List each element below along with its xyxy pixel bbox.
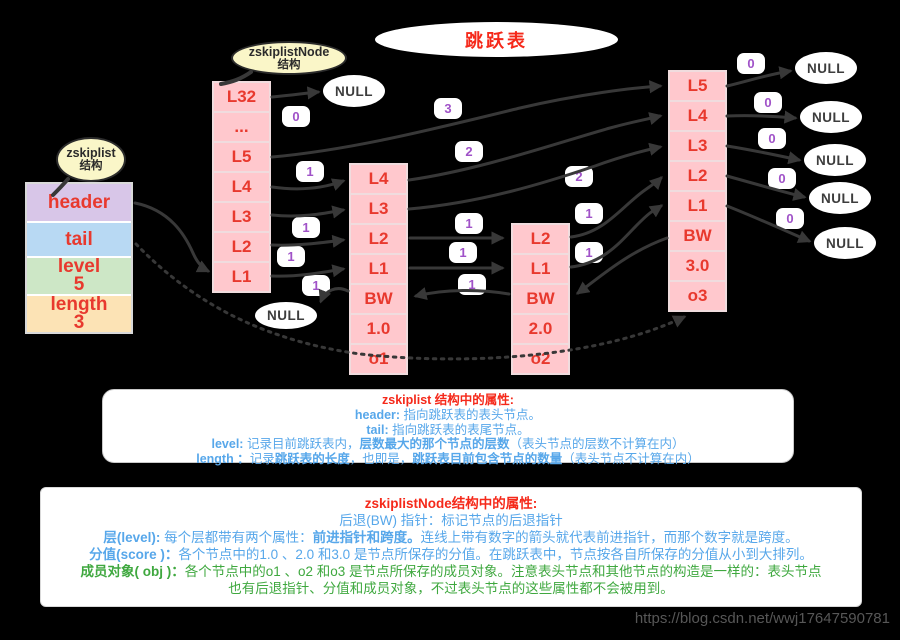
zskiplist-length-cell: length 3 — [27, 294, 131, 333]
node-o1-cell-l3: L3 — [351, 195, 406, 223]
header-node-cell-l5: L5 — [214, 143, 269, 171]
arrow-o1-l4-to-o3-l4 — [407, 112, 663, 182]
span-badge: 0 — [282, 106, 310, 127]
callout-zskiplistnode: zskiplistNode 结构 — [231, 41, 347, 75]
diagram-title: 跳跃表 — [375, 22, 618, 57]
header-node-cell-l2: L2 — [214, 233, 269, 261]
node-o1-cell-l2: L2 — [351, 225, 406, 253]
arrow-header-l3-to-o1-l3 — [270, 205, 346, 219]
zskiplist-level-cell: level 5 — [27, 256, 131, 295]
zskiplist-tail-label: tail — [65, 228, 93, 250]
watermark-url: https://blog.csdn.net/wwj17647590781 — [634, 610, 890, 627]
info-box1-length-line: length ：记录跳跃表的长度，也即是，跳跃表目前包含节点的数量（表头节点不计… — [196, 452, 700, 467]
info-box1-title: zskiplist 结构中的属性: — [382, 393, 514, 407]
zskiplist-attributes-box: zskiplist 结构中的属性: header: 指向跳跃表的表头节点。 ta… — [102, 389, 794, 466]
zskiplist-level-label: level — [57, 256, 101, 277]
null-ellipse-top: NULL — [323, 75, 385, 107]
arrow-header-pointer-to-header-node — [133, 201, 211, 273]
span-badge: 3 — [434, 98, 462, 119]
node-o2-cell-l1: L1 — [513, 255, 568, 283]
node-o1-cell-bw: BW — [351, 285, 406, 313]
null-ellipse-right-5: NULL — [814, 227, 876, 259]
node-o2-cell-l2: L2 — [513, 225, 568, 253]
node-o3-column: L5 L4 L3 L2 L1 BW 3.0 o3 — [668, 70, 727, 312]
span-badge: 1 — [455, 213, 483, 234]
node-o3-cell-obj: o3 — [670, 282, 725, 310]
null-ellipse-right-1: NULL — [795, 52, 857, 84]
span-badge: 0 — [758, 128, 786, 149]
node-o2-cell-bw: BW — [513, 285, 568, 313]
info-box2-level-line: 层(level): 每个层都带有两个属性：前进指针和跨度。连线上带有数字的箭头就… — [103, 530, 799, 545]
span-badge: 0 — [737, 53, 765, 74]
span-badge: 1 — [302, 275, 330, 296]
node-o3-cell-l2: L2 — [670, 162, 725, 190]
node-o3-cell-l4: L4 — [670, 102, 725, 130]
node-o3-cell-l1: L1 — [670, 192, 725, 220]
node-o1-cell-obj: o1 — [351, 345, 406, 373]
span-badge: 2 — [455, 141, 483, 162]
callout-zskiplistnode-line1: zskiplistNode — [248, 44, 330, 59]
callout-zskiplist: zskiplist 结构 — [56, 137, 126, 182]
span-badge: 1 — [449, 242, 477, 263]
node-o1-cell-l4: L4 — [351, 165, 406, 193]
span-badge: 0 — [776, 208, 804, 229]
arrow-header-l2-to-o1-l2 — [270, 234, 346, 248]
info-box1-tail-line: tail: 指向跳跃表的表尾节点。 — [366, 422, 530, 437]
node-o3-cell-l5: L5 — [670, 72, 725, 100]
arrow-header-l4-to-o1-l4 — [270, 178, 346, 191]
span-badge: 2 — [565, 166, 593, 187]
null-ellipse-backward: NULL — [255, 302, 317, 329]
node-o3-cell-bw: BW — [670, 222, 725, 250]
span-badge: 1 — [575, 242, 603, 263]
span-badge: 1 — [575, 203, 603, 224]
info-box2-bw-line: 后退(BW) 指针：标记节点的后退指针 — [339, 513, 563, 528]
info-box2-obj-line-2: 也有后退指针、分值和成员对象，不过表头节点的这些属性都不会被用到。 — [228, 581, 674, 596]
span-badge: 1 — [296, 161, 324, 182]
span-badge: 0 — [754, 92, 782, 113]
zskiplist-header-label: header — [47, 191, 111, 213]
header-node-cell-l3: L3 — [214, 203, 269, 231]
node-o1-cell-l1: L1 — [351, 255, 406, 283]
span-badge: 0 — [768, 168, 796, 189]
node-o2-cell-obj: o2 — [513, 345, 568, 373]
null-ellipse-right-3: NULL — [804, 144, 866, 176]
zskiplist-level-value: 5 — [73, 274, 85, 295]
zskiplist-struct-table: header tail level 5 length 3 — [25, 182, 133, 334]
callout-zskiplist-line2: 结构 — [79, 160, 103, 172]
info-box2-title: zskiplistNode结构中的属性: — [364, 496, 538, 511]
info-box2-score-line: 分值(score )：各个节点中的1.0 、2.0 和3.0 是节点所保存的分值… — [89, 547, 813, 562]
header-node-cell-l1: L1 — [214, 263, 269, 291]
zskiplist-tail-cell: tail — [27, 223, 131, 256]
span-badge: 1 — [458, 274, 486, 295]
arrow-o3-l4-to-null — [725, 110, 798, 124]
null-ellipse-right-4: NULL — [809, 182, 871, 214]
info-box1-level-line: level: 记录目前跳跃表内，层数最大的那个节点的层数（表头节点的层数不计算在… — [211, 437, 685, 452]
node-o1-cell-score: 1.0 — [351, 315, 406, 343]
node-o2-cell-score: 2.0 — [513, 315, 568, 343]
info-box1-header-line: header: 指向跳跃表的表头节点。 — [354, 407, 542, 422]
callout-zskiplist-line1: zskiplist — [66, 146, 116, 160]
span-badge: 1 — [292, 217, 320, 238]
header-node-cell-l32: L32 — [214, 83, 269, 111]
arrow-o1-l3-to-o3-l3 — [407, 142, 663, 211]
span-badge: 1 — [277, 246, 305, 267]
zskiplistnode-attributes-box: zskiplistNode结构中的属性: 后退(BW) 指针：标记节点的后退指针… — [40, 487, 862, 607]
info-box2-obj-line: 成员对象( obj )：各个节点中的o1 、o2 和o3 是节点所保存的成员对象… — [80, 564, 822, 579]
header-node-cell-ellipsis: ... — [214, 113, 269, 141]
arrow-l32-to-null — [270, 86, 321, 100]
node-o3-cell-score: 3.0 — [670, 252, 725, 280]
zskiplist-header-cell: header — [27, 184, 131, 221]
header-node-column: L32 ... L5 L4 L3 L2 L1 — [212, 81, 271, 293]
header-node-cell-l4: L4 — [214, 173, 269, 201]
node-o3-cell-l3: L3 — [670, 132, 725, 160]
diagram-title-text: 跳跃表 — [465, 30, 528, 51]
node-o2-column: L2 L1 BW 2.0 o2 — [511, 223, 570, 375]
zskiplist-length-value: 3 — [73, 312, 85, 333]
callout-zskiplistnode-line2: 结构 — [277, 58, 301, 71]
zskiplist-length-label: length — [50, 294, 108, 315]
node-o1-column: L4 L3 L2 L1 BW 1.0 o1 — [349, 163, 408, 375]
null-ellipse-right-2: NULL — [800, 101, 862, 133]
